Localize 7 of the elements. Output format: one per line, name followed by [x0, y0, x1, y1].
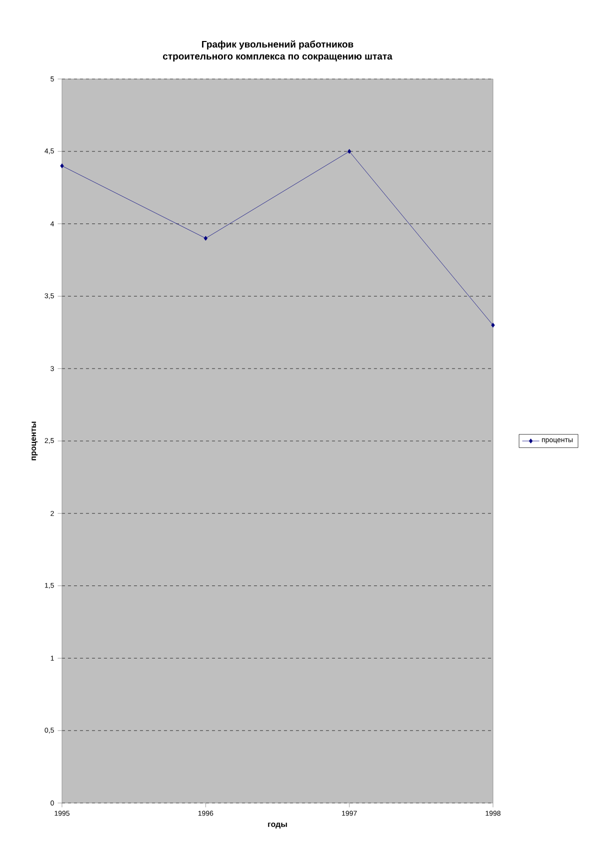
- y-axis-title: проценты: [32, 422, 38, 460]
- point: [204, 236, 208, 241]
- x-axis-title: годы: [268, 822, 287, 829]
- point: [60, 163, 64, 168]
- chart-title: График увольнений работников строительного комплекса по сокращению штата: [162, 40, 392, 62]
- point: [347, 148, 352, 154]
- point: [491, 322, 495, 328]
